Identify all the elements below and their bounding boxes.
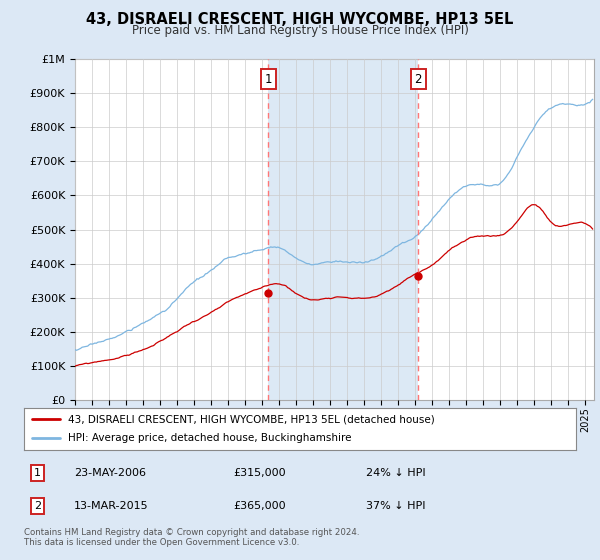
- Text: 2: 2: [415, 73, 422, 86]
- Text: 1: 1: [265, 73, 272, 86]
- Bar: [268, 59, 418, 400]
- Text: 1: 1: [34, 468, 41, 478]
- Text: HPI: Average price, detached house, Buckinghamshire: HPI: Average price, detached house, Buck…: [68, 433, 352, 444]
- Text: £315,000: £315,000: [234, 468, 286, 478]
- Text: 43, DISRAELI CRESCENT, HIGH WYCOMBE, HP13 5EL: 43, DISRAELI CRESCENT, HIGH WYCOMBE, HP1…: [86, 12, 514, 27]
- Text: £365,000: £365,000: [234, 501, 286, 511]
- Text: 23-MAY-2006: 23-MAY-2006: [74, 468, 146, 478]
- Text: 43, DISRAELI CRESCENT, HIGH WYCOMBE, HP13 5EL (detached house): 43, DISRAELI CRESCENT, HIGH WYCOMBE, HP1…: [68, 414, 435, 424]
- Text: 13-MAR-2015: 13-MAR-2015: [74, 501, 148, 511]
- Text: 2: 2: [34, 501, 41, 511]
- Text: Contains HM Land Registry data © Crown copyright and database right 2024.
This d: Contains HM Land Registry data © Crown c…: [24, 528, 359, 547]
- Text: 37% ↓ HPI: 37% ↓ HPI: [366, 501, 426, 511]
- Text: 24% ↓ HPI: 24% ↓ HPI: [366, 468, 426, 478]
- Text: Price paid vs. HM Land Registry's House Price Index (HPI): Price paid vs. HM Land Registry's House …: [131, 24, 469, 37]
